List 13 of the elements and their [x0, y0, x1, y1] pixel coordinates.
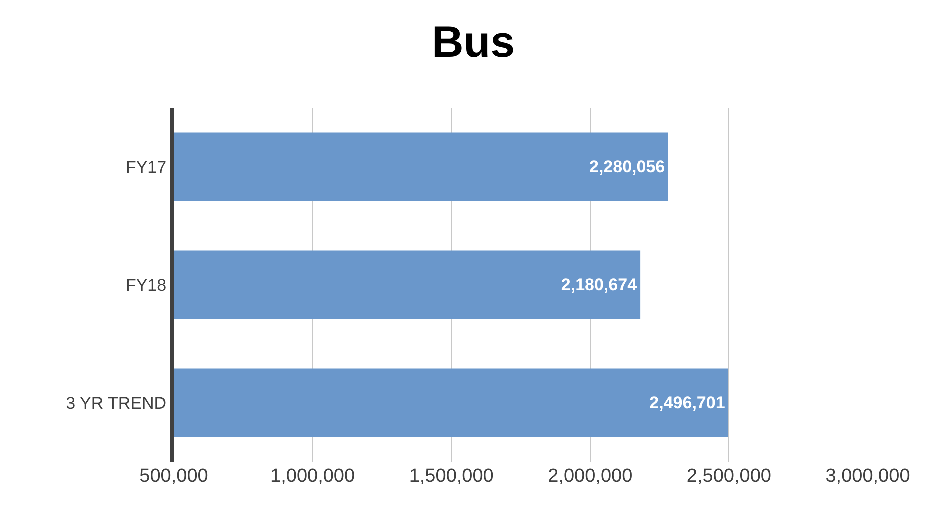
y-tick-label: FY17: [126, 158, 167, 177]
y-tick-label: 3 YR TREND: [66, 394, 167, 413]
y-tick-label: FY18: [126, 276, 167, 295]
x-tick-label: 1,000,000: [270, 466, 356, 487]
x-tick-label: 2,000,000: [548, 466, 633, 487]
data-label: 2,496,701: [650, 394, 726, 412]
x-tick-label: 500,000: [140, 466, 208, 487]
x-tick-label: 1,500,000: [409, 466, 494, 487]
x-tick-label: 3,000,000: [826, 466, 910, 487]
chart-title: Bus: [432, 18, 516, 68]
x-tick-label: 2,500,000: [686, 466, 772, 487]
data-label: 2,180,674: [561, 276, 638, 294]
data-label: 2,280,056: [590, 158, 666, 176]
